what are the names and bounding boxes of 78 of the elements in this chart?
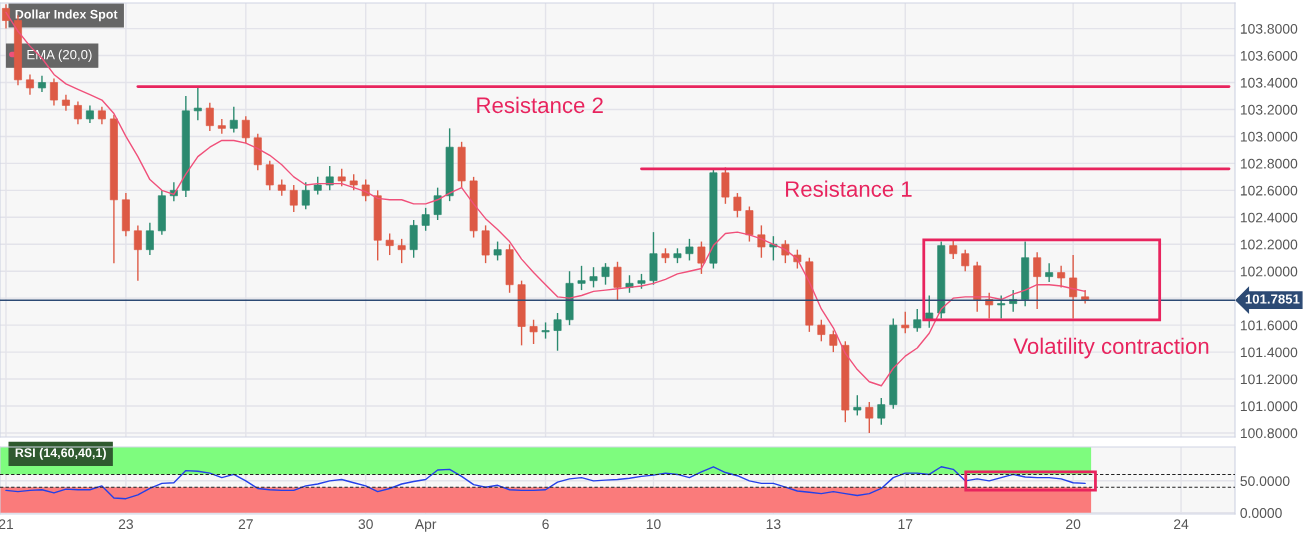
candlestick: [781, 239, 790, 264]
candlestick: [289, 184, 298, 213]
chart-title: Dollar Index Spot: [15, 9, 118, 22]
x-tick-label: 6: [542, 519, 549, 530]
y-tick-label: 102.4000: [1240, 212, 1298, 223]
candlestick: [421, 207, 430, 232]
candlestick: [205, 102, 214, 132]
candlestick: [853, 394, 862, 417]
candlestick: [217, 118, 226, 135]
candlestick: [877, 397, 886, 426]
candlestick: [697, 240, 706, 275]
candlestick: [397, 238, 406, 264]
y-tick-label: 100.8000: [1240, 428, 1298, 439]
candlestick: [961, 248, 970, 272]
candlestick: [301, 181, 310, 210]
x-tick-label: Apr: [414, 519, 437, 532]
x-tick-label: 20: [1066, 519, 1081, 530]
candlestick: [1045, 262, 1054, 283]
candlestick: [2, 3, 10, 30]
candlestick: [829, 329, 838, 353]
y-tick-label: 101.2000: [1240, 374, 1298, 385]
candlestick: [385, 232, 394, 256]
x-tick-label: 23: [118, 519, 134, 530]
candlestick: [325, 165, 334, 192]
candlestick: [529, 319, 538, 345]
x-tick-label: 10: [646, 519, 661, 530]
candlestick: [577, 265, 586, 291]
candlestick: [685, 238, 694, 262]
candlestick: [553, 312, 562, 352]
candlestick: [913, 308, 922, 333]
candlestick: [145, 222, 154, 256]
candlestick: [601, 262, 610, 286]
y-tick-label: 103.4000: [1240, 77, 1298, 88]
x-tick-label: 24: [1174, 519, 1189, 529]
candlestick: [613, 261, 622, 302]
ref-line-label: 101.7851: [1245, 294, 1300, 304]
candlestick: [26, 73, 34, 96]
y-tick-label: 103.8000: [1240, 23, 1298, 34]
chart-title: RSI (14,60,40,1): [15, 448, 106, 460]
candlestick: [229, 106, 238, 134]
candlestick: [997, 294, 1006, 320]
y-tick-label: 101.0000: [1240, 401, 1298, 412]
line-series: [5, 466, 1086, 500]
annotation: Volatility contraction: [1013, 337, 1209, 359]
candlestick: [433, 186, 442, 221]
y-tick-label: 50.0000: [1240, 476, 1290, 486]
candlestick: [193, 87, 202, 121]
y-tick-label: 103.2000: [1240, 104, 1298, 115]
candlestick: [1033, 251, 1042, 310]
x-tick-label: 13: [766, 519, 781, 530]
x-tick-label: 27: [238, 519, 253, 529]
annotation: Resistance 1: [786, 180, 912, 197]
candlestick: [817, 319, 826, 342]
candlestick: [493, 240, 502, 262]
candlestick: [733, 192, 742, 218]
y-tick-label: 103.0000: [1240, 131, 1298, 142]
candlestick: [50, 77, 58, 107]
candlestick: [949, 239, 958, 260]
candlestick: [133, 224, 142, 282]
candlestick: [1069, 254, 1078, 320]
annotation: Resistance 2: [477, 96, 603, 114]
x-tick-label: 17: [898, 519, 913, 529]
y-tick-label: 102.6000: [1240, 185, 1298, 196]
y-tick-label: 102.0000: [1240, 266, 1298, 277]
y-tick-label: 101.6000: [1240, 320, 1298, 331]
candlestick: [757, 224, 766, 259]
candlestick: [901, 310, 910, 334]
y-tick-label: 102.8000: [1240, 158, 1298, 169]
candlestick: [865, 401, 874, 434]
y-tick-label: 103.6000: [1240, 50, 1298, 61]
candlestick: [73, 100, 82, 125]
x-tick-label: 30: [358, 519, 373, 530]
candlestick: [265, 160, 274, 192]
y-tick-label: 0.0000: [1240, 508, 1282, 518]
y-tick-label: 101.4000: [1240, 347, 1298, 358]
candlestick: [241, 115, 250, 144]
candlestick: [589, 266, 598, 289]
y-tick-label: 102.2000: [1240, 239, 1298, 250]
